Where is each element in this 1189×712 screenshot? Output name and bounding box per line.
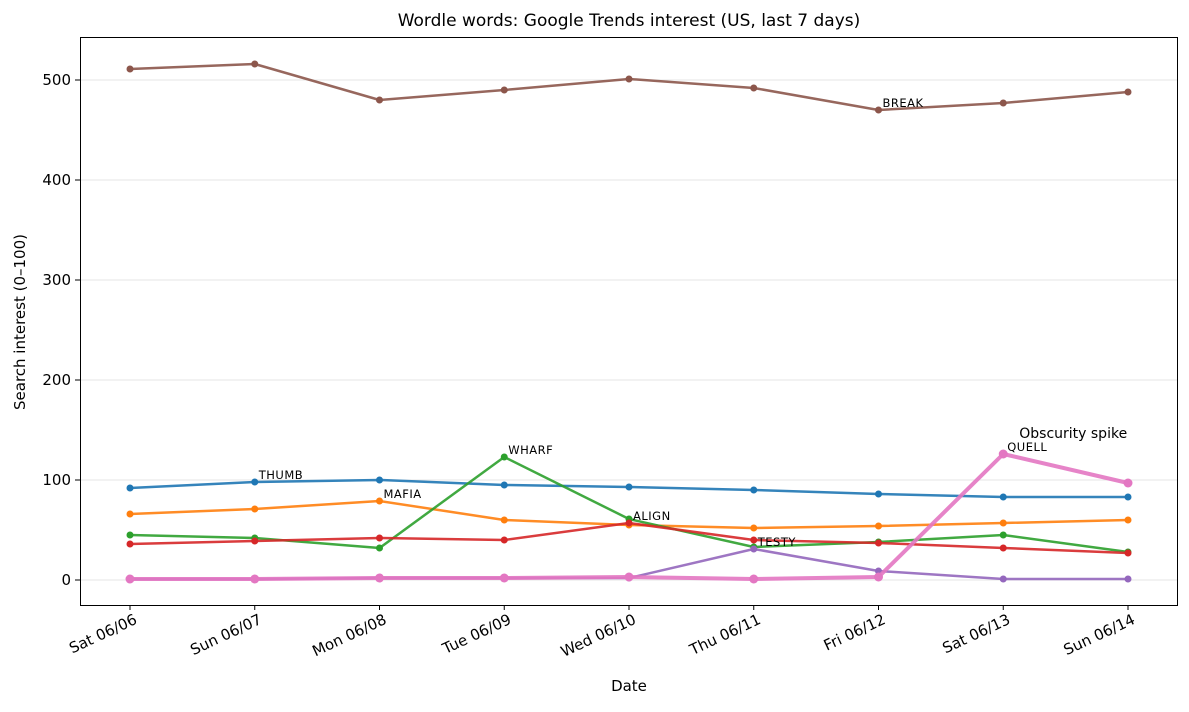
data-point: [1124, 493, 1132, 501]
data-point: [875, 106, 882, 114]
y-tick-label: 400: [42, 171, 71, 189]
data-point: [1124, 575, 1132, 583]
data-point: [126, 484, 134, 492]
data-point: [250, 574, 260, 584]
series-quell: [125, 449, 1133, 584]
data-point: [376, 497, 383, 505]
data-point: [126, 510, 134, 518]
series-align: [126, 519, 1132, 557]
y-tick-label: 0: [61, 571, 71, 589]
data-point: [750, 536, 758, 544]
data-point: [624, 572, 634, 582]
word-label: ALIGN: [633, 509, 671, 523]
data-point: [1124, 516, 1132, 524]
data-point: [125, 574, 135, 584]
series-layer: [125, 60, 1133, 584]
data-point: [1124, 88, 1132, 96]
data-point: [126, 531, 134, 539]
word-label: QUELL: [1007, 440, 1047, 454]
data-point: [999, 99, 1007, 107]
word-labels: BREAK THUMB MAFIA WHARF ALIGN TESTY QUELLObscu…: [258, 96, 1127, 549]
data-point: [500, 453, 508, 461]
data-point: [500, 481, 508, 489]
data-point: [999, 493, 1007, 501]
y-axis: 0 100 200 300 400 500: [42, 71, 80, 589]
word-label: THUMB: [258, 468, 303, 482]
data-point: [251, 505, 259, 513]
data-point: [875, 522, 882, 530]
data-point: [625, 483, 633, 491]
data-point: [999, 544, 1007, 552]
data-point: [625, 75, 633, 83]
data-point: [251, 478, 259, 486]
data-point: [375, 573, 384, 583]
data-point: [251, 537, 259, 545]
data-point: [875, 539, 882, 547]
data-point: [749, 574, 759, 584]
y-axis-title: Search interest (0–100): [11, 234, 29, 410]
data-point: [750, 524, 758, 532]
word-label: MAFIA: [384, 487, 422, 501]
data-point: [376, 534, 383, 542]
data-point: [500, 86, 508, 94]
word-label: TESTY: [757, 535, 797, 549]
data-point: [126, 65, 134, 73]
series-break: [126, 60, 1132, 114]
data-point: [376, 544, 383, 552]
y-tick-label: 300: [42, 271, 71, 289]
x-axis-title: Date: [611, 677, 647, 695]
data-point: [998, 449, 1008, 459]
chart-title: Wordle words: Google Trends interest (US…: [398, 11, 861, 31]
data-point: [1123, 478, 1133, 488]
data-point: [376, 96, 383, 104]
data-point: [875, 490, 882, 498]
annotation-label: Obscurity spike: [1019, 426, 1127, 442]
data-point: [499, 573, 509, 583]
y-tick-label: 500: [42, 71, 71, 89]
data-point: [126, 540, 134, 548]
word-label: WHARF: [508, 443, 553, 457]
y-tick-label: 100: [42, 471, 71, 489]
data-point: [500, 536, 508, 544]
data-point: [376, 476, 383, 484]
data-point: [999, 531, 1007, 539]
data-point: [251, 60, 259, 68]
data-point: [999, 575, 1007, 583]
y-tick-label: 200: [42, 371, 71, 389]
data-point: [874, 572, 883, 582]
data-point: [500, 516, 508, 524]
data-point: [750, 84, 758, 92]
word-label: BREAK: [883, 96, 924, 110]
data-point: [750, 486, 758, 494]
data-point: [999, 519, 1007, 527]
data-point: [1124, 549, 1132, 557]
data-point: [625, 519, 633, 527]
data-point: [750, 545, 758, 553]
